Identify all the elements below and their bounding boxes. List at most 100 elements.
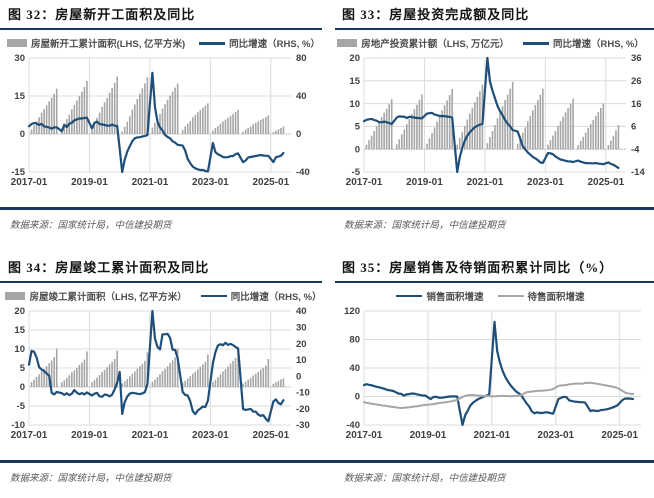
legend-item: 房屋新开工累计面积(LHS, 亿平方米)	[7, 36, 185, 50]
svg-text:80: 80	[349, 335, 360, 346]
legend-item: 待售面积增速	[497, 289, 585, 303]
legend-label: 房屋竣工累计面积（LHS, 亿平方米）	[29, 292, 187, 303]
figure-34-title: 图 34：房屋竣工累计面积及同比	[0, 257, 322, 283]
svg-text:2023-01: 2023-01	[192, 430, 229, 441]
svg-text:-5: -5	[352, 167, 361, 178]
sources-row-top: 数据来源：国家统计局，中信建投期货 数据来源：国家统计局，中信建投期货	[0, 210, 654, 231]
svg-text:20: 20	[14, 306, 25, 317]
figures-row-bottom: 图 34：房屋竣工累计面积及同比 房屋竣工累计面积（LHS, 亿平方米） 同比增速…	[0, 257, 654, 447]
svg-text:0: 0	[20, 382, 25, 393]
legend-item: 同比增速（RHS, %）	[200, 289, 322, 303]
source-note: 数据来源：国家统计局，中信建投期货	[10, 472, 172, 484]
legend-bar-swatch	[5, 292, 26, 300]
svg-text:15: 15	[349, 76, 360, 87]
svg-text:2023-01: 2023-01	[192, 177, 229, 188]
figure-33-panel: 图 33：房屋投资完成额及同比 房地产投资累计额（LHS, 万亿元） 同比增速（R…	[327, 4, 654, 194]
svg-text:2023-01: 2023-01	[537, 430, 574, 441]
source-note: 数据来源：国家统计局，中信建投期货	[344, 472, 506, 484]
svg-text:36: 36	[631, 53, 642, 64]
svg-text:0: 0	[355, 145, 360, 156]
legend-label: 房地产投资累计额（LHS, 万亿元）	[361, 39, 509, 51]
figure-34-chart: 20 15 10 5 0 -5 -10 40 30 20 10 0 -10 -20 -30 2017-01 20…	[11, 306, 310, 441]
figure-33-title: 图 33：房屋投资完成额及同比	[335, 4, 654, 31]
svg-text:10: 10	[14, 344, 25, 355]
svg-text:2019-01: 2019-01	[410, 430, 447, 441]
svg-text:30: 30	[14, 53, 25, 64]
svg-text:20: 20	[349, 53, 360, 64]
svg-text:2023-01: 2023-01	[527, 177, 564, 188]
legend-item: 同比增速（RHS, %）	[522, 36, 644, 51]
svg-text:0: 0	[20, 129, 25, 140]
svg-text:-40: -40	[346, 420, 360, 431]
svg-text:2019-01: 2019-01	[71, 430, 108, 441]
legend-item: 销售面积增速	[396, 289, 484, 303]
figure-33-legend: 房地产投资累计额（LHS, 万亿元） 同比增速（RHS, %）	[327, 36, 654, 50]
svg-text:2025-01: 2025-01	[587, 177, 624, 188]
source-note: 数据来源：国家统计局，中信建投期货	[344, 219, 506, 231]
figure-32-title: 图 32：房屋新开工面积及同比	[0, 4, 322, 31]
figure-35-panel: 图 35：房屋销售及待销面积累计同比（%） 销售面积增速 待售面积增速 120 80…	[327, 257, 654, 447]
sources-row-bottom: 数据来源：国家统计局，中信建投期货 数据来源：国家统计局，中信建投期货	[0, 463, 654, 484]
legend-label: 待售面积增速	[527, 292, 585, 303]
svg-text:16: 16	[631, 99, 642, 110]
legend-line-swatch	[522, 41, 549, 45]
svg-text:-40: -40	[296, 167, 310, 178]
legend-bar-swatch	[337, 39, 358, 48]
svg-text:40: 40	[296, 306, 307, 317]
figure-34-panel: 图 34：房屋竣工累计面积及同比 房屋竣工累计面积（LHS, 亿平方米） 同比增速…	[0, 257, 327, 447]
legend-label: 同比增速（RHS, %）	[229, 39, 320, 51]
svg-text:2025-01: 2025-01	[252, 177, 289, 188]
svg-text:2017-01: 2017-01	[11, 430, 48, 441]
svg-text:-20: -20	[296, 404, 310, 415]
legend-item: 房地产投资累计额（LHS, 万亿元）	[337, 36, 509, 50]
svg-text:-15: -15	[11, 167, 25, 178]
source-note: 数据来源：国家统计局，中信建投期货	[10, 219, 172, 231]
legend-line-swatch	[497, 294, 524, 298]
svg-text:2019-01: 2019-01	[71, 177, 108, 188]
svg-text:2017-01: 2017-01	[346, 430, 383, 441]
svg-text:26: 26	[631, 76, 642, 87]
svg-text:2021-01: 2021-01	[132, 430, 169, 441]
legend-line-swatch	[396, 294, 423, 298]
svg-text:10: 10	[296, 355, 307, 366]
legend-line-swatch	[200, 294, 227, 298]
svg-text:6: 6	[631, 122, 636, 133]
figure-35-title: 图 35：房屋销售及待销面积累计同比（%）	[335, 257, 654, 283]
figure-32-legend: 房屋新开工累计面积(LHS, 亿平方米) 同比增速（RHS, %）	[0, 36, 327, 50]
svg-text:10: 10	[349, 99, 360, 110]
svg-text:2021-01: 2021-01	[132, 177, 169, 188]
svg-text:2021-01: 2021-01	[473, 430, 510, 441]
svg-text:15: 15	[14, 325, 25, 336]
figure-33-chart: 20 15 10 5 0 -5 36 26 16 6 -4 -14 2017-01 2019-01 2021…	[346, 53, 646, 188]
legend-bar-swatch	[7, 39, 28, 48]
legend-label: 同比增速（RHS, %）	[552, 39, 644, 51]
svg-text:40: 40	[349, 363, 360, 374]
legend-item: 房屋竣工累计面积（LHS, 亿平方米）	[5, 289, 187, 303]
svg-text:120: 120	[344, 306, 360, 317]
svg-text:-30: -30	[296, 420, 310, 431]
svg-text:2021-01: 2021-01	[467, 177, 504, 188]
svg-text:2025-01: 2025-01	[601, 430, 638, 441]
svg-text:5: 5	[355, 122, 361, 133]
svg-text:-5: -5	[17, 401, 26, 412]
svg-text:40: 40	[296, 91, 307, 102]
svg-text:20: 20	[296, 339, 307, 350]
svg-text:0: 0	[296, 371, 301, 382]
svg-text:30: 30	[296, 322, 307, 333]
svg-text:-10: -10	[11, 420, 25, 431]
svg-text:2019-01: 2019-01	[406, 177, 443, 188]
svg-text:80: 80	[296, 53, 307, 64]
svg-text:0: 0	[296, 129, 301, 140]
svg-text:-14: -14	[631, 167, 645, 178]
figure-32-panel: 图 32：房屋新开工面积及同比 房屋新开工累计面积(LHS, 亿平方米) 同比增速…	[0, 4, 327, 194]
svg-text:-4: -4	[631, 145, 640, 156]
figures-row-top: 图 32：房屋新开工面积及同比 房屋新开工累计面积(LHS, 亿平方米) 同比增速…	[0, 4, 654, 194]
figure-34-legend: 房屋竣工累计面积（LHS, 亿平方米） 同比增速（RHS, %）	[0, 289, 327, 303]
svg-text:-10: -10	[296, 388, 310, 399]
section-rule	[0, 460, 654, 463]
svg-text:2025-01: 2025-01	[252, 430, 289, 441]
legend-label: 房屋新开工累计面积(LHS, 亿平方米)	[31, 39, 186, 51]
figure-32-chart: 30 15 0 -15 80 40 0 -40 2017-01 2019-01 2021-01 202…	[11, 53, 310, 188]
